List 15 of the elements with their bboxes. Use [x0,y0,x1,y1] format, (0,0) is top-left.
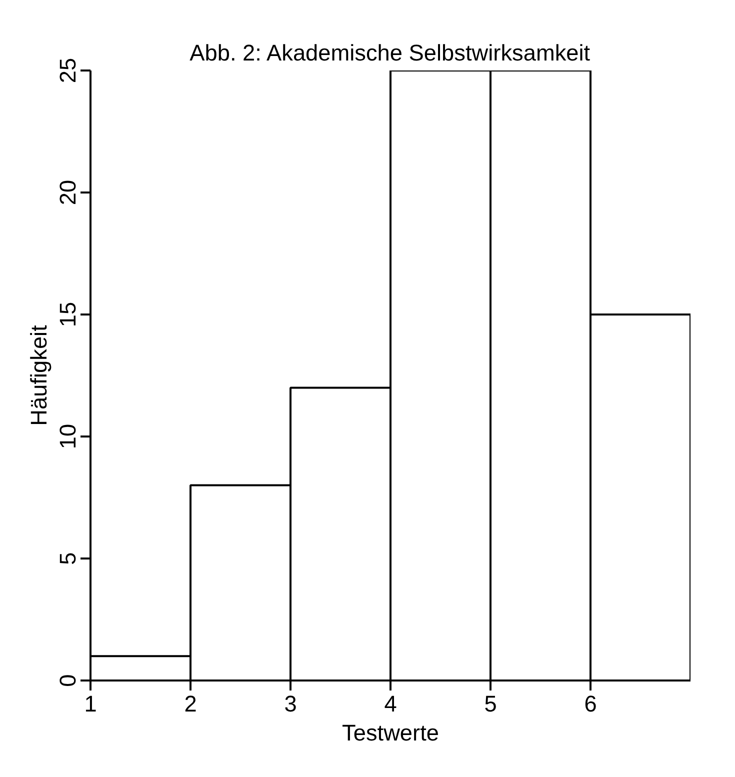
chart-title: Abb. 2: Akademische Selbstwirksamkeit [190,40,591,66]
y-tick-label: 20 [54,180,80,206]
x-tick-label: 2 [184,690,197,716]
y-tick-label: 5 [54,552,80,565]
x-tick-label: 3 [284,690,297,716]
y-tick-label: 25 [54,58,80,84]
y-tick-label: 10 [54,424,80,450]
x-tick-label: 5 [484,690,497,716]
y-tick-label: 15 [54,302,80,328]
y-tick-label: 0 [54,674,80,687]
x-tick-label: 6 [584,690,597,716]
x-tick-label: 1 [84,690,97,716]
y-axis-title: Häufigkeit [26,324,52,426]
x-axis-title: Testwerte [342,720,439,746]
x-tick-label: 4 [384,690,397,716]
